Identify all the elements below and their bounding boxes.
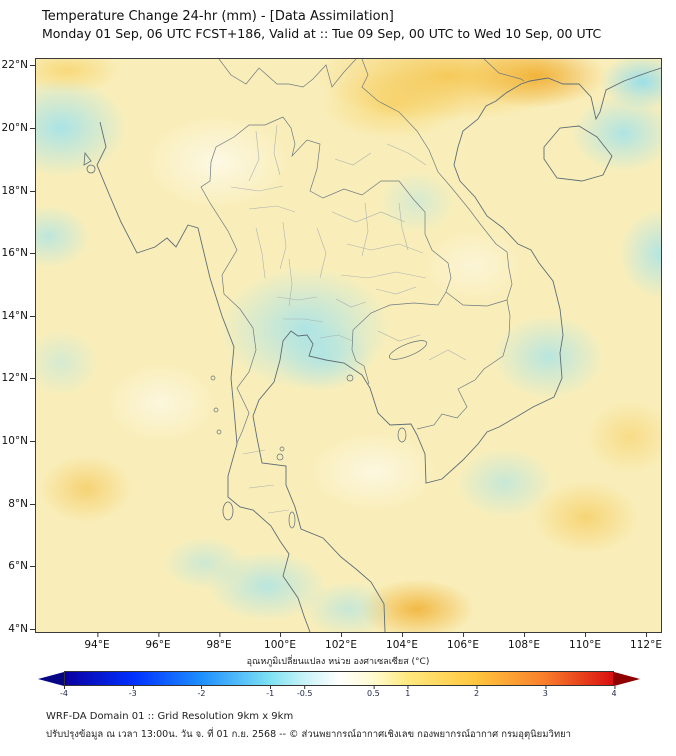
lon-tick-label: 94°E — [84, 633, 110, 651]
figure-title: Temperature Change 24-hr (mm) - [Data As… — [42, 9, 394, 24]
colorbar-tick-label: 3 — [542, 686, 548, 698]
map-frame: 22°N 20°N 18°N 16°N 14°N 12°N 10°N 8°N 6… — [2, 58, 662, 651]
footer-model-info: WRF-DA Domain 01 :: Grid Resolution 9km … — [46, 711, 294, 722]
colorbar — [38, 671, 640, 686]
lat-tick-label: 16°N — [1, 247, 36, 259]
lat-tick-label: 14°N — [1, 310, 36, 322]
lat-tick-label: 22°N — [1, 59, 36, 71]
colorbar-tick-label: -0.5 — [296, 686, 313, 698]
lat-tick-label: 18°N — [1, 185, 36, 197]
lat-tick-label: 20°N — [1, 122, 36, 134]
colorbar-tick-label: -4 — [60, 686, 68, 698]
lon-tick-label: 102°E — [325, 633, 357, 651]
colorbar-tick-label: 0.5 — [367, 686, 380, 698]
lat-tick-label: 6°N — [8, 560, 35, 572]
colorbar-right-arrow — [614, 671, 640, 686]
lon-tick-label: 110°E — [569, 633, 601, 651]
lat-tick-label: 12°N — [1, 372, 36, 384]
figure-header: Temperature Change 24-hr (mm) - [Data As… — [42, 8, 601, 42]
lat-tick-label: 10°N — [1, 435, 36, 447]
lon-tick-label: 108°E — [508, 633, 540, 651]
lon-tick-label: 104°E — [386, 633, 418, 651]
footer-agency-info: ปรับปรุงข้อมูล ณ เวลา 13:00น. วัน จ. ที่… — [46, 729, 572, 740]
temperature-change-field — [36, 59, 661, 632]
colorbar-tick-label: 1 — [405, 686, 411, 698]
colorbar-tick-label: 2 — [473, 686, 480, 698]
colorbar-tick-label: -2 — [197, 686, 206, 698]
colorbar-tick-label: -3 — [128, 686, 137, 698]
lon-tick-label: 96°E — [145, 633, 171, 651]
colorbar-tick-label: -1 — [266, 686, 275, 698]
lon-tick-label: 98°E — [206, 633, 232, 651]
figure-subtitle: Monday 01 Sep, 06 UTC FCST+186, Valid at… — [42, 26, 602, 41]
lat-tick-label: 4°N — [8, 623, 35, 635]
colorbar-ticks: -4 -3 -2 -1 -0.5 0.5 1 2 3 4 — [60, 686, 617, 700]
colorbar-left-arrow — [38, 671, 64, 686]
lon-tick-label: 112°E — [630, 633, 662, 651]
colorbar-title: อุณหภูมิเปลี่ยนแปลง หน่วย องศาเซลเซียส (… — [246, 657, 430, 667]
colorbar-tick-label: 4 — [611, 686, 617, 698]
lon-tick-label: 100°E — [264, 633, 296, 651]
lat-tick-label: 8°N — [8, 498, 35, 510]
colorbar-gradient — [64, 671, 614, 686]
lon-tick-label: 106°E — [447, 633, 479, 651]
coastlines-borders-layer — [83, 59, 661, 632]
